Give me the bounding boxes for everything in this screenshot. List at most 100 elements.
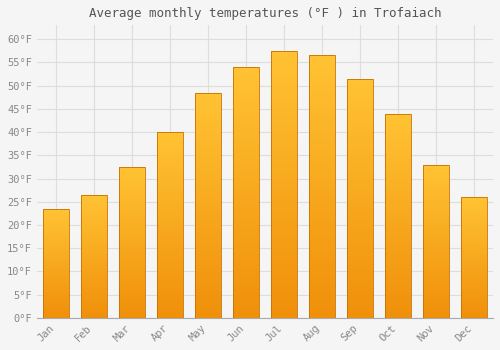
Bar: [346, 256, 374, 260]
Bar: [346, 107, 374, 112]
Bar: [80, 315, 107, 318]
Bar: [156, 166, 183, 169]
Bar: [422, 201, 450, 204]
Bar: [346, 280, 374, 285]
Bar: [80, 195, 107, 318]
Bar: [118, 236, 145, 239]
Bar: [118, 258, 145, 260]
Bar: [232, 132, 259, 137]
Bar: [194, 264, 221, 268]
Bar: [194, 138, 221, 142]
Bar: [460, 202, 487, 204]
Bar: [270, 259, 297, 265]
Bar: [460, 272, 487, 274]
Bar: [118, 285, 145, 288]
Bar: [384, 113, 411, 318]
Bar: [42, 292, 69, 294]
Bar: [156, 214, 183, 218]
Bar: [80, 313, 107, 315]
Bar: [270, 307, 297, 313]
Bar: [118, 297, 145, 300]
Bar: [384, 269, 411, 273]
Bar: [270, 110, 297, 115]
Bar: [460, 255, 487, 258]
Bar: [232, 102, 259, 107]
Bar: [194, 147, 221, 151]
Bar: [232, 142, 259, 147]
Bar: [118, 243, 145, 245]
Bar: [308, 265, 336, 271]
Bar: [156, 184, 183, 188]
Bar: [384, 167, 411, 171]
Bar: [232, 122, 259, 127]
Bar: [118, 197, 145, 200]
Bar: [460, 214, 487, 216]
Bar: [270, 313, 297, 318]
Bar: [194, 124, 221, 129]
Bar: [422, 164, 450, 318]
Bar: [384, 126, 411, 130]
Bar: [308, 197, 336, 202]
Bar: [42, 239, 69, 241]
Bar: [118, 182, 145, 185]
Bar: [232, 293, 259, 298]
Bar: [384, 240, 411, 244]
Bar: [270, 275, 297, 280]
Bar: [156, 173, 183, 177]
Bar: [346, 227, 374, 232]
Bar: [156, 258, 183, 262]
Bar: [384, 298, 411, 301]
Bar: [422, 217, 450, 220]
Bar: [422, 235, 450, 238]
Bar: [346, 79, 374, 83]
Bar: [118, 270, 145, 273]
Bar: [80, 251, 107, 254]
Bar: [308, 160, 336, 166]
Bar: [232, 188, 259, 193]
Bar: [156, 143, 183, 147]
Bar: [42, 303, 69, 305]
Bar: [194, 151, 221, 156]
Bar: [270, 115, 297, 120]
Bar: [80, 246, 107, 249]
Bar: [422, 229, 450, 232]
Bar: [118, 291, 145, 294]
Bar: [422, 290, 450, 293]
Bar: [346, 79, 374, 318]
Bar: [232, 203, 259, 208]
Bar: [118, 260, 145, 264]
Bar: [460, 274, 487, 277]
Bar: [118, 218, 145, 221]
Bar: [270, 152, 297, 158]
Bar: [156, 195, 183, 199]
Bar: [194, 178, 221, 183]
Bar: [270, 104, 297, 110]
Bar: [422, 171, 450, 174]
Bar: [232, 283, 259, 288]
Bar: [422, 214, 450, 217]
Bar: [308, 155, 336, 160]
Bar: [194, 205, 221, 210]
Bar: [194, 277, 221, 282]
Bar: [118, 254, 145, 258]
Bar: [460, 245, 487, 248]
Bar: [270, 200, 297, 206]
Bar: [118, 251, 145, 254]
Bar: [156, 180, 183, 184]
Bar: [346, 189, 374, 194]
Bar: [308, 55, 336, 61]
Bar: [232, 278, 259, 283]
Bar: [194, 250, 221, 255]
Bar: [346, 303, 374, 308]
Bar: [80, 227, 107, 229]
Bar: [422, 275, 450, 278]
Bar: [194, 291, 221, 295]
Bar: [422, 281, 450, 284]
Bar: [232, 223, 259, 228]
Bar: [156, 266, 183, 270]
Bar: [422, 192, 450, 195]
Bar: [270, 291, 297, 296]
Bar: [80, 261, 107, 264]
Bar: [194, 241, 221, 246]
Bar: [422, 164, 450, 168]
